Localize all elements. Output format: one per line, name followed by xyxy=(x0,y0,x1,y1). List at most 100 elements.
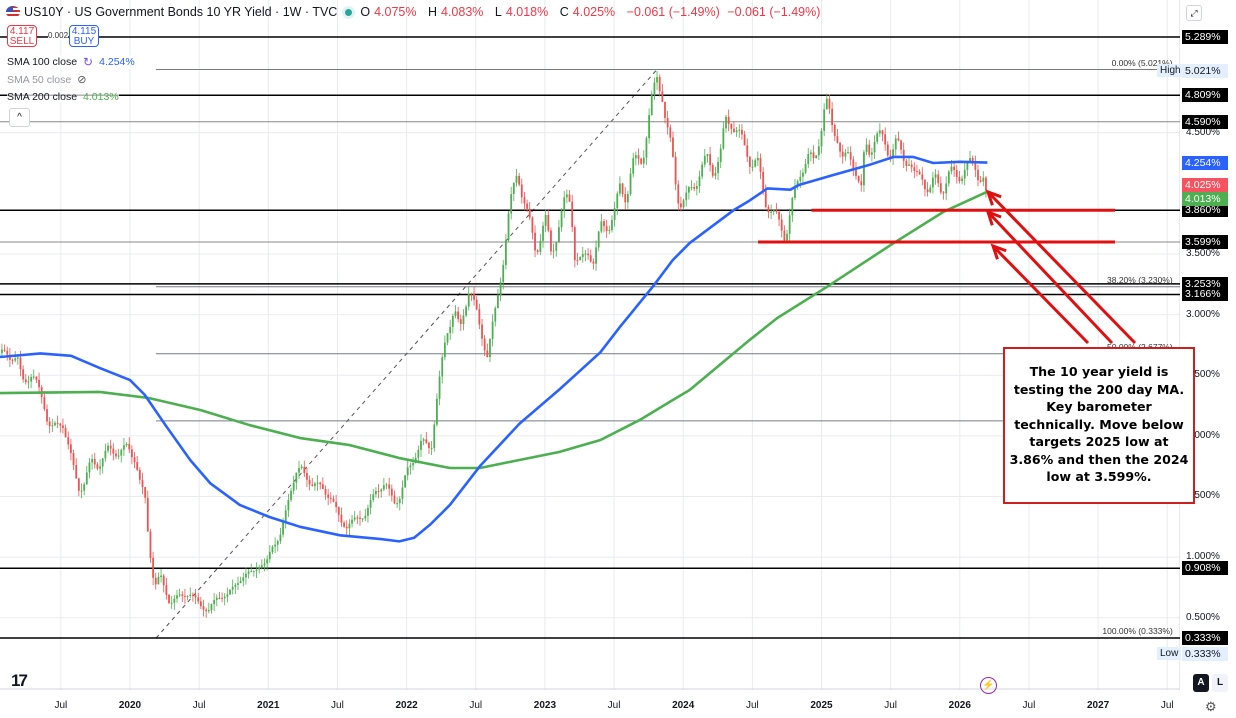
candle-body xyxy=(661,91,664,102)
low-value-label: 0.333% xyxy=(1182,647,1228,661)
candle-body xyxy=(30,376,33,382)
candle-body xyxy=(128,443,131,450)
lightning-icon[interactable]: ⚡ xyxy=(980,677,997,694)
legend-sma100[interactable]: SMA 100 close ↻ 4.254% xyxy=(7,55,135,69)
candle-body xyxy=(902,149,905,161)
candle-body xyxy=(494,308,497,322)
high-marker-label: High xyxy=(1160,65,1181,76)
candle-body xyxy=(314,483,316,486)
ohlc-values: O 4.075% H 4.083% L 4.018% C 4.025% −0.061 (… xyxy=(360,5,824,19)
legend-value: 4.254% xyxy=(99,56,135,68)
candle-body xyxy=(536,250,539,252)
candle-body xyxy=(88,462,91,473)
candle-body xyxy=(430,447,433,449)
candle-body xyxy=(528,208,531,218)
candle-body xyxy=(510,193,513,214)
candle-body xyxy=(870,152,873,155)
candle-body xyxy=(441,357,444,377)
sell-button[interactable]: 4.117 SELL xyxy=(7,25,37,47)
candle-body xyxy=(295,472,298,483)
candle-body xyxy=(404,475,406,488)
candle-body xyxy=(470,293,473,295)
price-level-label: 0.333% xyxy=(1182,631,1228,645)
candle-body xyxy=(207,610,210,612)
symbol-title[interactable]: US10Y · US Government Bonds 10 YR Yield … xyxy=(24,5,338,19)
candle-body xyxy=(669,127,672,138)
candle-body xyxy=(576,260,579,262)
candle-body xyxy=(396,503,399,505)
candle-body xyxy=(876,133,879,142)
collapse-legend-button[interactable]: ^ xyxy=(9,108,30,127)
x-tick-label: 2022 xyxy=(395,700,418,711)
candle-body xyxy=(311,484,314,486)
candle-body xyxy=(380,489,383,492)
candle-body xyxy=(552,250,555,252)
candle-body xyxy=(237,583,239,585)
candle-body xyxy=(101,458,104,467)
candle-body xyxy=(727,116,730,125)
candle-body xyxy=(130,449,133,458)
candle-body xyxy=(19,357,22,370)
tradingview-logo[interactable]: 17 xyxy=(11,671,28,690)
eye-off-icon[interactable]: ⊘ xyxy=(77,74,87,86)
candle-body xyxy=(168,594,170,604)
candle-body xyxy=(613,208,616,220)
candle-body xyxy=(733,128,735,133)
candle-body xyxy=(741,129,743,135)
log-scale-button[interactable]: L xyxy=(1212,674,1228,692)
candle-body xyxy=(48,421,51,427)
candle-body xyxy=(417,449,420,458)
legend-sma50[interactable]: SMA 50 close ⊘ xyxy=(7,73,87,86)
candle-body xyxy=(443,342,446,358)
candle-body xyxy=(958,176,961,182)
refresh-icon[interactable]: ↻ xyxy=(83,55,94,69)
maximize-icon[interactable]: ⤢ xyxy=(1186,5,1202,21)
candle-body xyxy=(377,490,380,492)
candle-body xyxy=(619,183,621,194)
buy-button[interactable]: 4.115 BUY xyxy=(69,25,99,47)
candle-body xyxy=(112,448,115,454)
candle-body xyxy=(107,445,109,451)
candle-body xyxy=(953,166,956,171)
candle-body xyxy=(558,227,560,242)
candle-body xyxy=(701,164,704,177)
candle-body xyxy=(608,230,611,232)
candle-body xyxy=(3,349,6,351)
annotation-line: targets 2025 low at xyxy=(1029,434,1169,449)
y-tick-label: 4.500% xyxy=(1186,126,1220,138)
candle-body xyxy=(738,129,741,131)
candle-body xyxy=(123,445,125,450)
candle-body xyxy=(804,164,807,173)
candle-body xyxy=(162,575,165,586)
candle-body xyxy=(969,158,971,162)
candle-body xyxy=(695,186,698,189)
candle-body xyxy=(642,157,645,164)
fib-level-label: 100.00% (0.333%) xyxy=(1102,626,1173,636)
candle-body xyxy=(229,589,231,595)
candle-body xyxy=(364,515,367,519)
candle-body xyxy=(680,203,682,208)
settings-gear-icon[interactable]: ⚙ xyxy=(1205,699,1217,714)
candle-body xyxy=(836,136,839,143)
x-tick-label: 2027 xyxy=(1086,700,1110,711)
candle-body xyxy=(979,180,982,182)
candle-body xyxy=(762,171,765,191)
legend-sma200[interactable]: SMA 200 close 4.013% xyxy=(7,91,119,103)
price-chart[interactable] xyxy=(0,0,1180,690)
candle-body xyxy=(353,517,356,520)
auto-scale-button[interactable]: A xyxy=(1193,674,1209,692)
annotation-line: 3.86% and then the 2024 xyxy=(1009,451,1189,467)
candle-body xyxy=(266,559,269,564)
close-label: C xyxy=(559,5,569,19)
candle-body xyxy=(335,501,338,508)
candle-body xyxy=(942,192,945,194)
legend-name: SMA 100 close xyxy=(7,56,78,68)
candle-body xyxy=(160,575,162,578)
x-tick-label: Jul xyxy=(331,700,344,711)
candle-body xyxy=(420,440,422,450)
price-level-label: 5.289% xyxy=(1182,30,1228,44)
annotation-box[interactable]: The 10 year yield is testing the 200 day… xyxy=(1003,347,1195,504)
candle-body xyxy=(825,98,828,110)
x-tick-label: Jul xyxy=(745,700,759,711)
price-level-label: 3.166% xyxy=(1182,287,1228,302)
